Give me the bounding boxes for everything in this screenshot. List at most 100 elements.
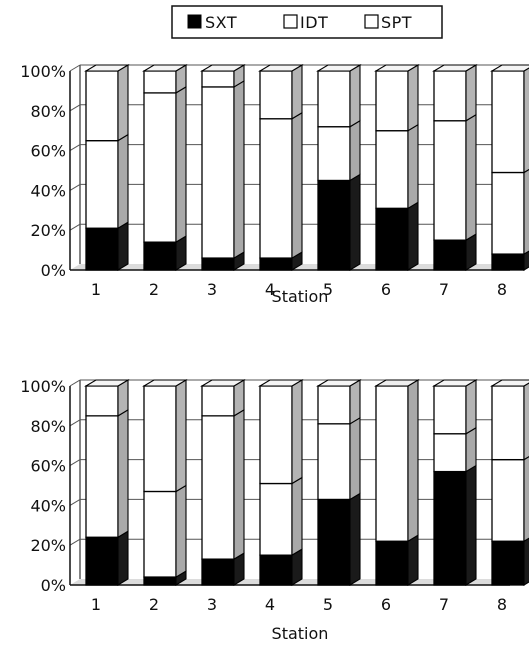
gridline-side: [69, 144, 81, 152]
bar-idt-side: [349, 416, 361, 501]
bar-sxt-side: [523, 250, 529, 271]
bar-spt-side: [117, 64, 129, 142]
legend-swatch-spt: [364, 14, 379, 29]
x-tick-label: 8: [497, 595, 507, 614]
bar-spt-side: [349, 379, 361, 425]
bar-sxt: [143, 241, 177, 271]
gridline-side: [69, 498, 81, 506]
x-tick-label: 5: [323, 595, 333, 614]
bar-idt: [85, 139, 119, 229]
bar-idt: [491, 171, 525, 255]
bar-idt: [259, 482, 293, 556]
y-tick-label: 60%: [30, 142, 66, 161]
bar-spt-side: [523, 67, 529, 174]
bar-sxt: [317, 179, 351, 271]
bar-stack: [374, 64, 420, 271]
x-tick-label: 7: [439, 280, 449, 299]
bar-top-cap: [84, 64, 130, 72]
bar-top-cap: [432, 379, 478, 387]
x-axis-label: Station: [272, 624, 329, 643]
y-tick-label: 0%: [41, 576, 66, 595]
bar-idt: [491, 458, 525, 542]
bar-idt-side: [349, 119, 361, 182]
bar-stack: [432, 379, 478, 586]
bar-idt: [433, 120, 467, 241]
bar-idt: [143, 490, 177, 578]
bar-idt: [433, 433, 467, 473]
bar-spt: [201, 70, 235, 88]
gridline-side: [69, 223, 81, 231]
bar-spt: [317, 70, 351, 128]
x-tick-label: 2: [149, 595, 159, 614]
y-tick-label: 20%: [30, 221, 66, 240]
bar-spt: [491, 385, 525, 461]
bar-sxt: [85, 536, 119, 586]
bar-idt-side: [233, 408, 245, 561]
bar-top-cap: [142, 64, 188, 72]
legend-swatch-sxt: [187, 14, 202, 29]
bar-idt-side: [523, 168, 529, 256]
bar-idt-side: [291, 111, 303, 260]
bar-sxt: [259, 554, 293, 586]
bar-sxt: [201, 257, 235, 271]
bar-idt-side: [523, 455, 529, 543]
bar-idt-side: [407, 123, 419, 210]
bar-spt: [85, 70, 119, 142]
bar-stack: [200, 379, 246, 586]
bar-stack: [490, 379, 529, 586]
bar-sxt-side: [407, 201, 419, 271]
bar-stack: [142, 379, 188, 586]
bar-sxt: [433, 239, 467, 271]
bar-top-cap: [490, 64, 529, 72]
bar-stack: [374, 379, 420, 586]
gridline-side: [69, 379, 81, 387]
bar-idt: [201, 415, 235, 560]
x-tick-label: 6: [381, 595, 391, 614]
y-tick-label: 40%: [30, 181, 66, 200]
y-tick-label: 100%: [20, 377, 66, 396]
bar-sxt: [85, 227, 119, 271]
legend-box: [171, 5, 443, 39]
bar-spt-side: [465, 379, 477, 435]
bar-sxt-side: [117, 530, 129, 586]
bar-sxt-side: [349, 492, 361, 586]
bar-idt-side: [175, 484, 187, 579]
bar-spt: [317, 385, 351, 425]
bar-top-cap: [374, 379, 420, 387]
bar-top-cap: [490, 379, 529, 387]
bar-sxt: [143, 576, 177, 586]
bar-idt-side: [117, 133, 129, 230]
bar-top-cap: [316, 64, 362, 72]
bar-stack: [258, 379, 304, 586]
bar-sxt-side: [407, 534, 419, 586]
bar-idt: [375, 385, 409, 542]
bar-spt: [201, 385, 235, 417]
bar-spt: [259, 70, 293, 120]
gridline-side: [69, 183, 81, 191]
bar-sxt-side: [465, 464, 477, 586]
chart-bottom: 0% 20% 40% 60% 80% 100% 1 2 3 4 5 6 7 8 Station: [20, 377, 529, 643]
bar-idt-side: [117, 408, 129, 539]
gridline-side: [69, 64, 81, 72]
bar-sxt: [433, 470, 467, 586]
bar-sxt: [491, 253, 525, 271]
bar-spt-side: [465, 64, 477, 122]
bar-spt: [143, 70, 177, 94]
x-tick-label: 3: [207, 595, 217, 614]
bar-stack: [316, 379, 362, 586]
bar-stack: [84, 379, 130, 586]
bar-spt: [433, 70, 467, 122]
bar-spt-side: [523, 382, 529, 461]
bar-stack: [200, 64, 246, 271]
bar-spt-side: [291, 64, 303, 120]
bar-spt-side: [407, 64, 419, 132]
gridline-side: [69, 419, 81, 427]
bar-idt: [317, 126, 351, 182]
bar-stack: [142, 64, 188, 271]
bar-sxt-side: [117, 221, 129, 271]
legend: SXT IDT SPT: [171, 5, 443, 39]
bar-sxt: [317, 498, 351, 586]
y-tick-label: 40%: [30, 496, 66, 515]
bar-idt-side: [465, 426, 477, 473]
bar-top-cap: [258, 64, 304, 72]
